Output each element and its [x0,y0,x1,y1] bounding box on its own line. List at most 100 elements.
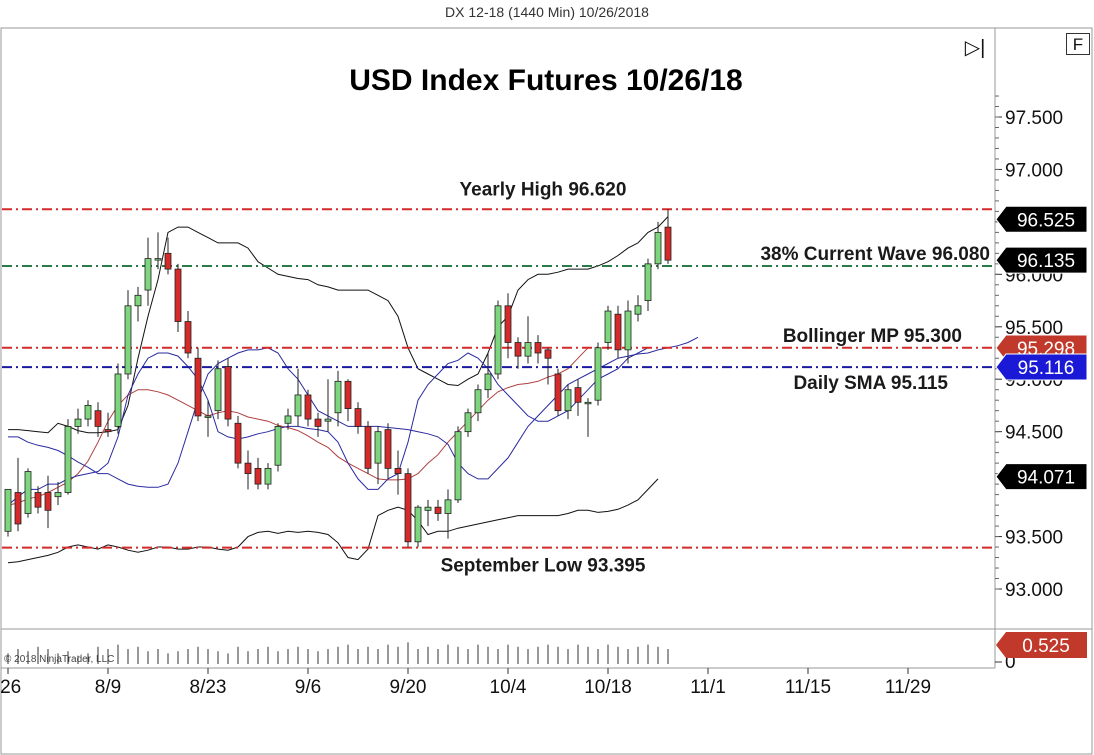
candle-up [214,368,222,412]
candle-down [354,408,362,427]
candle-up [584,401,592,405]
x-tick-label: 9/20 [390,677,427,698]
candle-down [434,506,442,514]
candle-up [134,294,142,307]
volume-bars: 0 0.525 [7,632,1087,673]
candle-up [454,431,462,501]
x-tick-label: 10/18 [584,677,632,698]
x-tick-label: 11/15 [785,677,831,698]
candle-down [254,467,262,485]
candle-down [194,357,202,417]
y-tick-label: 94.500 [1005,423,1063,444]
candle-up [294,394,302,417]
candles [4,209,672,548]
candle-up [264,467,272,485]
f-button[interactable]: F [1066,33,1090,55]
candle-up [564,389,572,412]
candle-up [644,263,652,301]
candle-up [124,305,132,375]
y-tick-label: 97.000 [1005,160,1063,181]
badge-96135-bg [995,246,1088,274]
wave-38-label: 38% Current Wave 96.080 [760,244,990,265]
y-tick-label: 93.000 [1005,580,1063,601]
candle-up [634,305,642,315]
candle-down [394,467,402,475]
candle-down [314,418,322,427]
candle-down [244,462,252,475]
candle-up [524,342,532,357]
x-tick-label: 11/29 [885,677,931,698]
candle-down [384,429,392,469]
candle-up [84,405,92,420]
x-axis-ticks: /26 8/9 8/23 9/6 9/20 10/4 10/18 11/1 11/15 11/29 [0,668,931,698]
candle-up [424,506,432,511]
x-tick-label: 8/9 [95,677,121,698]
candle-up [374,431,382,464]
copyright-text: © 2018 NinjaTrader, LLC [4,654,114,665]
candle-down [44,492,52,511]
candle-down [554,373,562,412]
badge-95116-bg [995,353,1088,381]
y-tick-label: 93.500 [1005,528,1063,549]
candle-up [154,258,162,261]
candle-down [234,422,242,464]
candle-up [604,310,612,343]
volume-badge-text: 0.525 [1022,636,1070,657]
candle-up [494,305,502,375]
candle-down [174,268,182,322]
candle-up [64,426,72,493]
series-sma_upper_blue [7,347,649,506]
candle-up [284,415,292,424]
y-tick-label: 95.500 [1005,318,1063,339]
candle-down [344,380,352,409]
daily-sma-label: Daily SMA 95.115 [793,373,948,394]
x-tick-label: 11/1 [690,677,726,698]
candle-down [664,226,672,261]
candle-up [444,499,452,514]
indicator-lines [7,216,699,564]
x-tick-label: 8/23 [190,677,227,698]
candle-down [94,410,102,427]
candle-up [484,373,492,391]
x-tick-label: /26 [0,677,21,698]
candle-down [14,492,22,525]
candle-down [404,473,412,543]
candle-up [654,231,662,265]
candle-down [224,366,232,420]
y-tick-label: 97.500 [1005,108,1063,129]
candle-down [104,429,112,433]
candle-up [144,258,152,291]
candle-down [544,349,552,359]
candle-down [164,252,172,270]
bollinger-mp-label: Bollinger MP 95.300 [783,326,962,347]
x-tick-label: 9/6 [295,677,321,698]
volume-badge-bg [996,632,1087,658]
candle-up [474,389,482,414]
candle-up [204,415,212,418]
candle-down [504,305,512,343]
volume-zero-label: 0 [1005,652,1016,673]
candle-down [614,313,622,351]
yearly-high-label: Yearly High 96.620 [460,179,627,200]
chart-frame [0,27,1093,755]
candle-up [114,373,122,427]
candle-down [184,321,192,354]
badge-94071-bg [995,463,1088,491]
candle-down [574,387,582,403]
candle-up [624,310,632,351]
candle-up [24,471,32,514]
candle-down [534,342,542,354]
series-sma_lower_blue [8,336,699,488]
window-caption: DX 12-18 (1440 Min) 10/26/2018 [445,4,649,20]
series-moving_average_middle [7,347,589,506]
scroll-to-end-button[interactable]: ▷| [964,37,986,59]
candle-up [74,418,82,427]
badge-95116-text: 95.116 [1018,358,1075,379]
chart-title: USD Index Futures 10/26/18 [349,64,743,97]
x-tick-label: 10/4 [490,677,527,698]
candle-up [324,418,332,422]
candle-down [34,492,42,508]
candle-down [364,426,372,469]
